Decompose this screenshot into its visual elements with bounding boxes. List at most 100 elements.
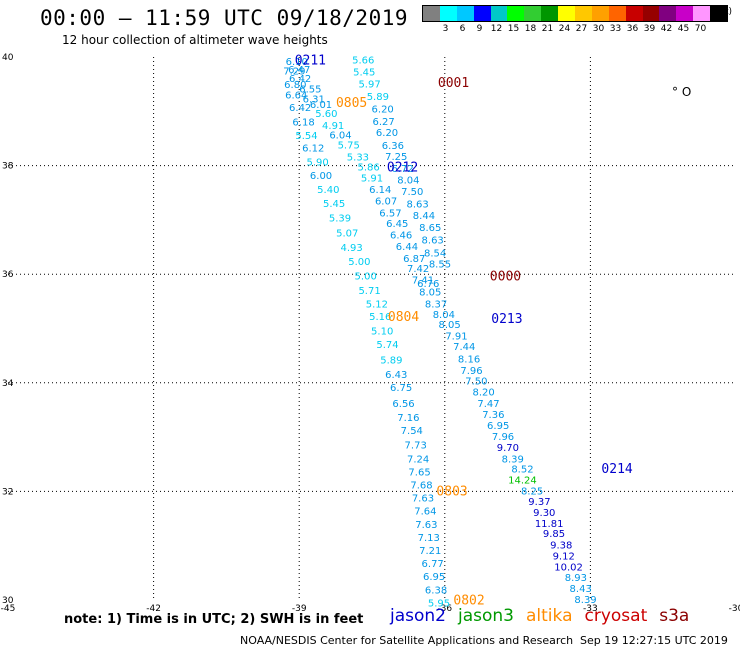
swh-value: 6.00 [310, 171, 332, 182]
legend-label: 15 [507, 24, 520, 34]
legend-swatch [642, 6, 660, 21]
satellite-name: jason2 [390, 606, 446, 626]
swh-value: 7.68 [410, 480, 432, 491]
swh-value: 7.47 [477, 399, 499, 410]
swh-value: 9.12 [553, 551, 575, 562]
legend-swatch [676, 6, 694, 21]
swh-value: 5.12 [366, 300, 388, 311]
swh-value: 6.10 [286, 57, 308, 68]
satellite-name: jason3 [458, 606, 514, 626]
footer-timestamp: Sep 19 12:27:15 UTC 2019 [580, 634, 728, 647]
swh-value: 8.55 [429, 259, 451, 270]
swh-value: 8.63 [422, 235, 444, 246]
swh-value: 5.91 [361, 174, 383, 185]
pass-time-label: 0805 [336, 96, 367, 111]
pass-time-label: 0213 [491, 312, 522, 327]
swh-value: 6.72 [391, 164, 413, 175]
legend-labels: 3 6 9 12 15 18 21 24 27 30 33 36 39 42 45 70 [422, 22, 728, 36]
swh-value: 6.14 [369, 185, 391, 196]
pass-time-label: 0212 [387, 161, 418, 176]
swh-value: 5.39 [329, 214, 351, 225]
swh-value: 6.20 [372, 105, 394, 116]
legend-swatch [591, 6, 609, 21]
legend-swatch [659, 6, 677, 21]
swh-value: 6.76 [417, 279, 439, 290]
satellite-name: cryosat [584, 606, 648, 626]
swh-value: 8.93 [565, 573, 587, 584]
swh-value: 7.29 [283, 67, 305, 78]
swh-value: 9.30 [533, 508, 555, 519]
x-tick-label: -30 [729, 604, 740, 614]
swh-value: 4.91 [322, 121, 344, 132]
swh-value: 7.96 [460, 366, 482, 377]
legend-label: 30 [592, 24, 605, 34]
footer-credit: NOAA/NESDIS Center for Satellite Applica… [240, 634, 574, 647]
swh-value: 6.01 [310, 100, 332, 111]
swh-value: 5.97 [358, 80, 380, 91]
legend-swatch [710, 6, 728, 21]
swh-value: 5.60 [315, 109, 337, 120]
satellite-name: s3a [659, 606, 690, 626]
swh-value: 7.16 [397, 413, 419, 424]
swh-value: 8.16 [458, 354, 480, 365]
legend-swatch [558, 6, 576, 21]
legend-swatch [473, 6, 491, 21]
swh-value: 7.96 [492, 432, 514, 443]
swh-value: 5.00 [355, 271, 377, 282]
swh-value: 5.89 [367, 92, 389, 103]
x-tick-label: -45 [1, 604, 16, 614]
swh-value: 7.25 [385, 152, 407, 163]
swh-value: 5.95 [428, 599, 450, 610]
legend-swatch [693, 6, 711, 21]
swh-value: 5.45 [353, 68, 375, 79]
swh-value: 6.64 [285, 90, 307, 101]
swh-value: 8.37 [425, 300, 447, 311]
y-tick-label: 34 [2, 379, 14, 389]
swh-value: 6.55 [299, 84, 321, 95]
swh-value: 6.44 [396, 242, 418, 253]
swh-value: 5.86 [357, 163, 379, 174]
swh-value: 8.43 [570, 584, 592, 595]
swh-value: 6.80 [284, 80, 306, 91]
x-tick-label: -42 [146, 604, 161, 614]
swh-value: 8.39 [574, 595, 596, 606]
chart-title: 00:00 – 11:59 UTC 09/18/2019 [40, 6, 409, 30]
swh-value: 8.63 [406, 200, 428, 211]
swh-value: 6.45 [386, 219, 408, 230]
legend-label: 3 [442, 24, 449, 34]
swh-value: 5.00 [348, 257, 370, 268]
swh-value: 5.16 [369, 312, 391, 323]
swh-value: 6.46 [390, 231, 412, 242]
legend-label: 18 [524, 24, 537, 34]
swh-value: 7.65 [408, 467, 430, 478]
swh-value: 7.36 [482, 410, 504, 421]
swh-value: 7.50 [401, 187, 423, 198]
swh-value: 6.56 [392, 399, 414, 410]
x-tick-label: -33 [583, 604, 598, 614]
swh-value: 6.04 [329, 131, 351, 142]
swh-value: 6.12 [302, 144, 324, 155]
y-tick-label: 32 [2, 487, 13, 497]
swh-value: 8.54 [424, 248, 446, 259]
swh-value: 5.54 [295, 131, 317, 142]
swh-value: 7.63 [412, 493, 434, 504]
legend-label: 39 [643, 24, 656, 34]
pass-time-label: 0802 [453, 593, 484, 608]
swh-value: 7.44 [453, 342, 475, 353]
swh-value: 8.04 [433, 310, 455, 321]
y-tick-label: 36 [2, 270, 14, 280]
satellite-name: altika [526, 606, 573, 626]
swh-value: 7.24 [407, 454, 429, 465]
legend-label: 45 [677, 24, 690, 34]
swh-value: 5.89 [380, 355, 402, 366]
pass-time-label: 0001 [438, 76, 469, 91]
swh-value: 6.47 [288, 65, 310, 76]
swh-value: 5.66 [352, 56, 374, 67]
legend-label: 33 [609, 24, 622, 34]
swh-value: 14.24 [508, 475, 537, 486]
pass-time-label: 0214 [601, 462, 632, 477]
legend-label: 9 [476, 24, 483, 34]
swh-value: 7.41 [412, 276, 434, 287]
swh-value: 6.43 [385, 370, 407, 381]
